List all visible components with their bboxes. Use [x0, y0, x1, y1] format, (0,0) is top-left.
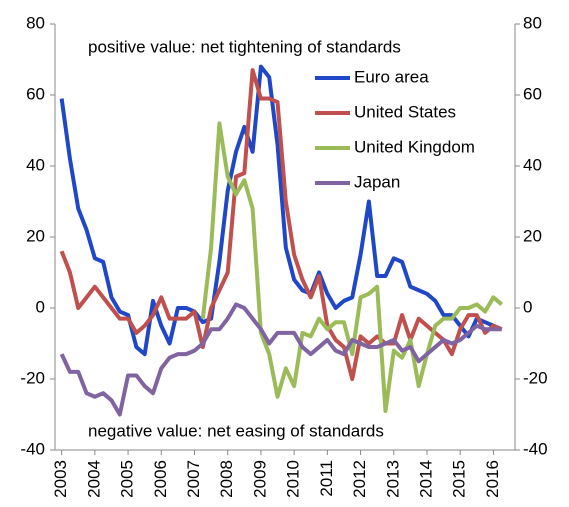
legend-label: United Kingdom	[354, 137, 475, 156]
legend-label: Japan	[354, 172, 400, 191]
x-tick-label: 2007	[184, 460, 203, 498]
y2-tick-label: -40	[523, 439, 548, 458]
y-tick-label: 40	[26, 155, 45, 174]
x-tick-label: 2006	[151, 460, 170, 498]
y2-tick-label: 60	[523, 84, 542, 103]
y2-tick-label: 0	[523, 297, 532, 316]
x-tick-label: 2004	[84, 460, 103, 498]
y2-tick-label: 40	[523, 155, 542, 174]
legend-label: Euro area	[354, 67, 429, 86]
x-tick-label: 2015	[450, 460, 469, 498]
y2-tick-label: 20	[523, 226, 542, 245]
series-line	[59, 302, 502, 417]
x-tick-label: 2003	[51, 460, 70, 498]
x-tick-label: 2010	[284, 460, 303, 498]
x-tick-label: 2005	[118, 460, 137, 498]
x-tick-label: 2013	[383, 460, 402, 498]
y2-tick-label: 80	[523, 13, 542, 32]
legend-label: United States	[354, 102, 456, 121]
annotation: negative value: net easing of standards	[88, 421, 384, 440]
series-line	[59, 64, 503, 357]
y-tick-label: -20	[20, 368, 45, 387]
x-tick-label: 2008	[217, 460, 236, 498]
x-tick-label: 2009	[250, 460, 269, 498]
y-tick-label: -40	[20, 439, 45, 458]
series-line	[59, 68, 503, 381]
x-tick-label: 2011	[317, 460, 336, 497]
y-tick-label: 60	[26, 84, 45, 103]
x-tick-label: 2012	[350, 460, 369, 498]
y2-tick-label: -20	[523, 368, 548, 387]
y-tick-label: 20	[26, 226, 45, 245]
series-line	[200, 121, 504, 413]
x-tick-label: 2016	[483, 460, 502, 498]
x-tick-label: 2014	[416, 460, 435, 498]
annotation: positive value: net tightening of standa…	[88, 37, 401, 56]
y-tick-label: 0	[36, 297, 45, 316]
y-tick-label: 80	[26, 13, 45, 32]
